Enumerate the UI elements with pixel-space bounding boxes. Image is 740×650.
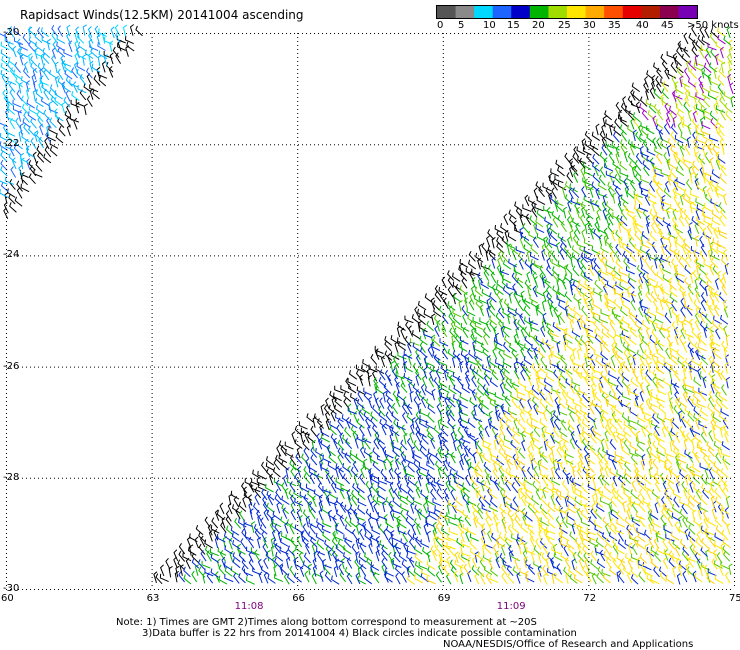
longitude-tick-label: 69 — [437, 593, 451, 604]
plot-title: Rapidsact Winds(12.5KM) 20141004 ascendi… — [20, 8, 304, 22]
legend-label: 10 — [483, 20, 496, 31]
legend-swatch — [585, 6, 605, 18]
legend-label: 45 — [661, 20, 674, 31]
time-label: 11:09 — [496, 601, 526, 612]
legend-swatch — [455, 6, 475, 18]
longitude-tick-label: 66 — [292, 593, 305, 604]
legend-label: 0 — [437, 20, 444, 31]
wind-speed-legend — [436, 5, 698, 19]
legend-swatch — [529, 6, 549, 18]
longitude-tick-label: 60 — [1, 593, 14, 604]
longitude-tick-label: 63 — [146, 593, 160, 604]
legend-swatch — [437, 6, 457, 18]
legend-label: 20 — [532, 20, 545, 31]
longitude-tick-label: 72 — [583, 593, 597, 604]
latitude-tick-label: -24 — [3, 249, 20, 261]
latitude-tick-label: -28 — [3, 471, 20, 483]
latitude-tick-label: -26 — [3, 360, 20, 372]
legend-label: 40 — [636, 20, 649, 31]
time-label: 11:08 — [234, 601, 264, 612]
legend-label: 30 — [583, 20, 596, 31]
note-line-1: Note: 1) Times are GMT 2)Times along bot… — [116, 617, 537, 628]
wind-barb-group — [0, 24, 121, 198]
legend-label: 5 — [458, 20, 465, 31]
credit-line: NOAA/NESDIS/Office of Research and Appli… — [443, 639, 694, 650]
legend-swatch — [492, 6, 512, 18]
map-background — [6, 33, 734, 589]
legend-swatch — [548, 6, 568, 18]
legend-frame — [436, 5, 698, 19]
legend-swatch — [604, 6, 624, 18]
latitude-tick-label: -22 — [3, 138, 20, 150]
legend-swatch — [622, 6, 642, 18]
longitude-tick-label: 75 — [729, 593, 740, 604]
legend-swatch — [641, 6, 661, 18]
wind-barb-group — [406, 122, 731, 585]
latitude-tick-label: -20 — [3, 27, 20, 38]
wind-barb-group — [645, 32, 733, 129]
legend-swatch — [474, 6, 494, 18]
legend-swatch — [659, 6, 679, 18]
wind-barb-group — [3, 24, 719, 585]
wind-barbs — [0, 24, 735, 585]
legend-label: >50 knots — [687, 20, 739, 31]
wind-barb-group — [633, 26, 733, 130]
legend-label: 25 — [558, 20, 571, 31]
legend-swatch — [567, 6, 587, 18]
latitude-tick-label: -30 — [3, 583, 20, 594]
wind-barb-group — [639, 34, 734, 130]
legend-swatch — [511, 6, 531, 18]
grid-lines — [6, 33, 735, 590]
wind-barb-group — [426, 124, 731, 585]
wind-barb-group — [178, 123, 730, 585]
wind-map — [0, 24, 735, 590]
legend-swatch — [678, 6, 698, 18]
legend-label: 15 — [507, 20, 520, 31]
note-line-2: 3)Data buffer is 22 hrs from 20141004 4)… — [142, 628, 577, 639]
legend-label: 35 — [608, 20, 621, 31]
